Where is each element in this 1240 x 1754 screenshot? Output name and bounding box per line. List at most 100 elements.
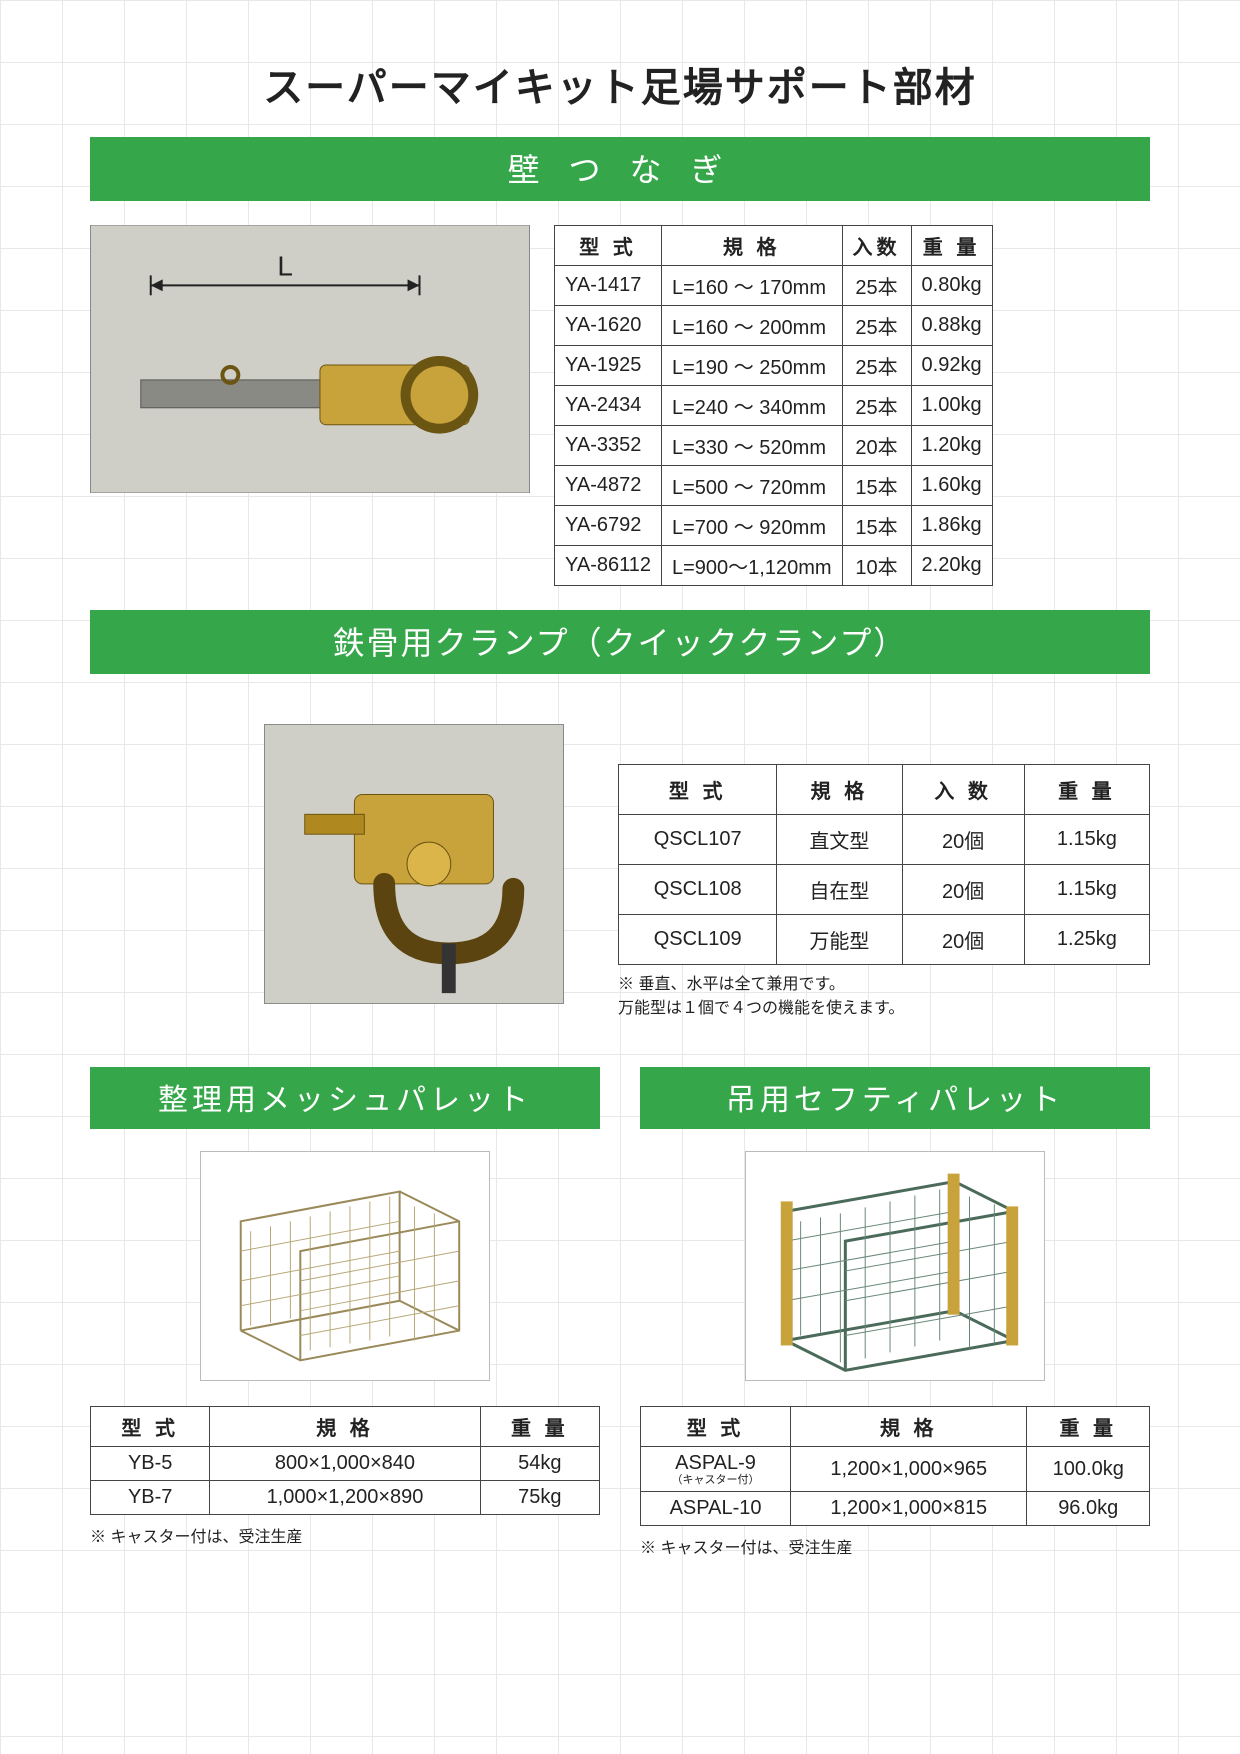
col-header: 入数 bbox=[842, 226, 911, 266]
table-cell: 20個 bbox=[902, 865, 1024, 915]
section3-photo bbox=[200, 1151, 490, 1381]
note-line: ※ 垂直、水平は全て兼用です。 bbox=[618, 973, 1150, 997]
col-header: 入 数 bbox=[902, 765, 1024, 815]
table-cell: YA-1925 bbox=[555, 346, 662, 386]
table-cell: YB-7 bbox=[91, 1481, 210, 1515]
table-row: YA-1925L=190 ～ 250mm25本0.92kg bbox=[555, 346, 993, 386]
table-cell: 25本 bbox=[842, 306, 911, 346]
table-row: YA-2434L=240 ～ 340mm25本1.00kg bbox=[555, 386, 993, 426]
table-cell: YA-1620 bbox=[555, 306, 662, 346]
table-cell: 15本 bbox=[842, 466, 911, 506]
section4-footnote: ※ キャスター付は、受注生産 bbox=[640, 1534, 1150, 1558]
table-cell: 96.0kg bbox=[1027, 1492, 1150, 1526]
col-header: 型 式 bbox=[91, 1407, 210, 1447]
table-cell: YB-5 bbox=[91, 1447, 210, 1481]
table-cell: 1.60kg bbox=[911, 466, 992, 506]
table-row: ASPAL-101,200×1,000×81596.0kg bbox=[641, 1492, 1150, 1526]
table-cell: YA-1417 bbox=[555, 266, 662, 306]
table-cell: 25本 bbox=[842, 386, 911, 426]
table-row: YA-6792L=700 ～ 920mm15本1.86kg bbox=[555, 506, 993, 546]
table-cell: ASPAL-10 bbox=[641, 1492, 791, 1526]
table-cell: L=240 ～ 340mm bbox=[662, 386, 843, 426]
section2-table: 型 式規 格入 数重 量QSCL107直文型20個1.15kgQSCL108自在… bbox=[618, 764, 1150, 965]
table-cell: 自在型 bbox=[777, 865, 902, 915]
dim-label: L bbox=[277, 250, 293, 281]
table-row: YA-4872L=500 ～ 720mm15本1.60kg bbox=[555, 466, 993, 506]
table-row: ASPAL-9（キャスター付）1,200×1,000×965100.0kg bbox=[641, 1447, 1150, 1492]
section1-photo: L bbox=[90, 225, 530, 493]
table-cell: 1,200×1,000×965 bbox=[791, 1447, 1027, 1492]
table-cell: QSCL107 bbox=[619, 815, 777, 865]
table-cell: L=160 ～ 200mm bbox=[662, 306, 843, 346]
table-cell: L=700 ～ 920mm bbox=[662, 506, 843, 546]
table-row: YA-86112L=900～1,120mm10本2.20kg bbox=[555, 546, 993, 586]
section4-photo bbox=[745, 1151, 1045, 1381]
table-cell: 1.25kg bbox=[1024, 915, 1149, 965]
col-header: 規 格 bbox=[662, 226, 843, 266]
table-cell: 1,000×1,200×890 bbox=[210, 1481, 480, 1515]
table-cell: ASPAL-9（キャスター付） bbox=[641, 1447, 791, 1492]
section4-table: 型 式規 格重 量ASPAL-9（キャスター付）1,200×1,000×9651… bbox=[640, 1406, 1150, 1526]
table-row: YA-1417L=160 ～ 170mm25本0.80kg bbox=[555, 266, 993, 306]
section3-table: 型 式規 格重 量YB-5800×1,000×84054kgYB-71,000×… bbox=[90, 1406, 600, 1515]
col-header: 規 格 bbox=[791, 1407, 1027, 1447]
table-cell: 直文型 bbox=[777, 815, 902, 865]
table-cell: 1.20kg bbox=[911, 426, 992, 466]
table-cell: 0.92kg bbox=[911, 346, 992, 386]
col-header: 重 量 bbox=[480, 1407, 599, 1447]
table-cell: 2.20kg bbox=[911, 546, 992, 586]
table-row: YB-5800×1,000×84054kg bbox=[91, 1447, 600, 1481]
table-row: QSCL107直文型20個1.15kg bbox=[619, 815, 1150, 865]
section2-notes: ※ 垂直、水平は全て兼用です。 万能型は１個で４つの機能を使えます。 bbox=[618, 973, 1150, 1021]
section1-heading: 壁 つ な ぎ bbox=[90, 137, 1150, 201]
table-cell: 万能型 bbox=[777, 915, 902, 965]
col-header: 型 式 bbox=[619, 765, 777, 815]
section4-heading: 吊用セフティパレット bbox=[640, 1067, 1150, 1129]
table-row: YA-3352L=330 ～ 520mm20本1.20kg bbox=[555, 426, 993, 466]
col-header: 規 格 bbox=[777, 765, 902, 815]
section3-heading: 整理用メッシュパレット bbox=[90, 1067, 600, 1129]
col-header: 重 量 bbox=[1027, 1407, 1150, 1447]
table-cell: 1,200×1,000×815 bbox=[791, 1492, 1027, 1526]
table-row: YA-1620L=160 ～ 200mm25本0.88kg bbox=[555, 306, 993, 346]
table-cell: 15本 bbox=[842, 506, 911, 546]
section2-photo bbox=[264, 724, 564, 1004]
page-title: スーパーマイキット足場サポート部材 bbox=[90, 55, 1150, 113]
table-cell: 75kg bbox=[480, 1481, 599, 1515]
col-header: 重 量 bbox=[911, 226, 992, 266]
table-cell: 1.15kg bbox=[1024, 815, 1149, 865]
table-row: YB-71,000×1,200×89075kg bbox=[91, 1481, 600, 1515]
table-cell: 20個 bbox=[902, 815, 1024, 865]
table-cell: 25本 bbox=[842, 266, 911, 306]
table-row: QSCL108自在型20個1.15kg bbox=[619, 865, 1150, 915]
table-cell: L=330 ～ 520mm bbox=[662, 426, 843, 466]
table-cell: 1.00kg bbox=[911, 386, 992, 426]
table-cell: 100.0kg bbox=[1027, 1447, 1150, 1492]
table-cell: YA-6792 bbox=[555, 506, 662, 546]
table-cell: L=900～1,120mm bbox=[662, 546, 843, 586]
col-header: 規 格 bbox=[210, 1407, 480, 1447]
table-cell: YA-2434 bbox=[555, 386, 662, 426]
table-cell: L=500 ～ 720mm bbox=[662, 466, 843, 506]
col-header: 型 式 bbox=[555, 226, 662, 266]
table-cell: QSCL109 bbox=[619, 915, 777, 965]
table-cell: 20個 bbox=[902, 915, 1024, 965]
table-cell: 1.15kg bbox=[1024, 865, 1149, 915]
table-cell: 25本 bbox=[842, 346, 911, 386]
table-cell: 20本 bbox=[842, 426, 911, 466]
table-cell: L=190 ～ 250mm bbox=[662, 346, 843, 386]
table-cell: 1.86kg bbox=[911, 506, 992, 546]
col-header: 型 式 bbox=[641, 1407, 791, 1447]
table-cell: 0.80kg bbox=[911, 266, 992, 306]
table-cell: 10本 bbox=[842, 546, 911, 586]
table-cell: 0.88kg bbox=[911, 306, 992, 346]
table-cell: YA-4872 bbox=[555, 466, 662, 506]
note-line: 万能型は１個で４つの機能を使えます。 bbox=[618, 997, 1150, 1021]
table-cell: YA-86112 bbox=[555, 546, 662, 586]
table-row: QSCL109万能型20個1.25kg bbox=[619, 915, 1150, 965]
col-header: 重 量 bbox=[1024, 765, 1149, 815]
table-cell: QSCL108 bbox=[619, 865, 777, 915]
section3-footnote: ※ キャスター付は、受注生産 bbox=[90, 1523, 600, 1547]
table-cell: L=160 ～ 170mm bbox=[662, 266, 843, 306]
section2-heading: 鉄骨用クランプ（クイッククランプ） bbox=[90, 610, 1150, 674]
